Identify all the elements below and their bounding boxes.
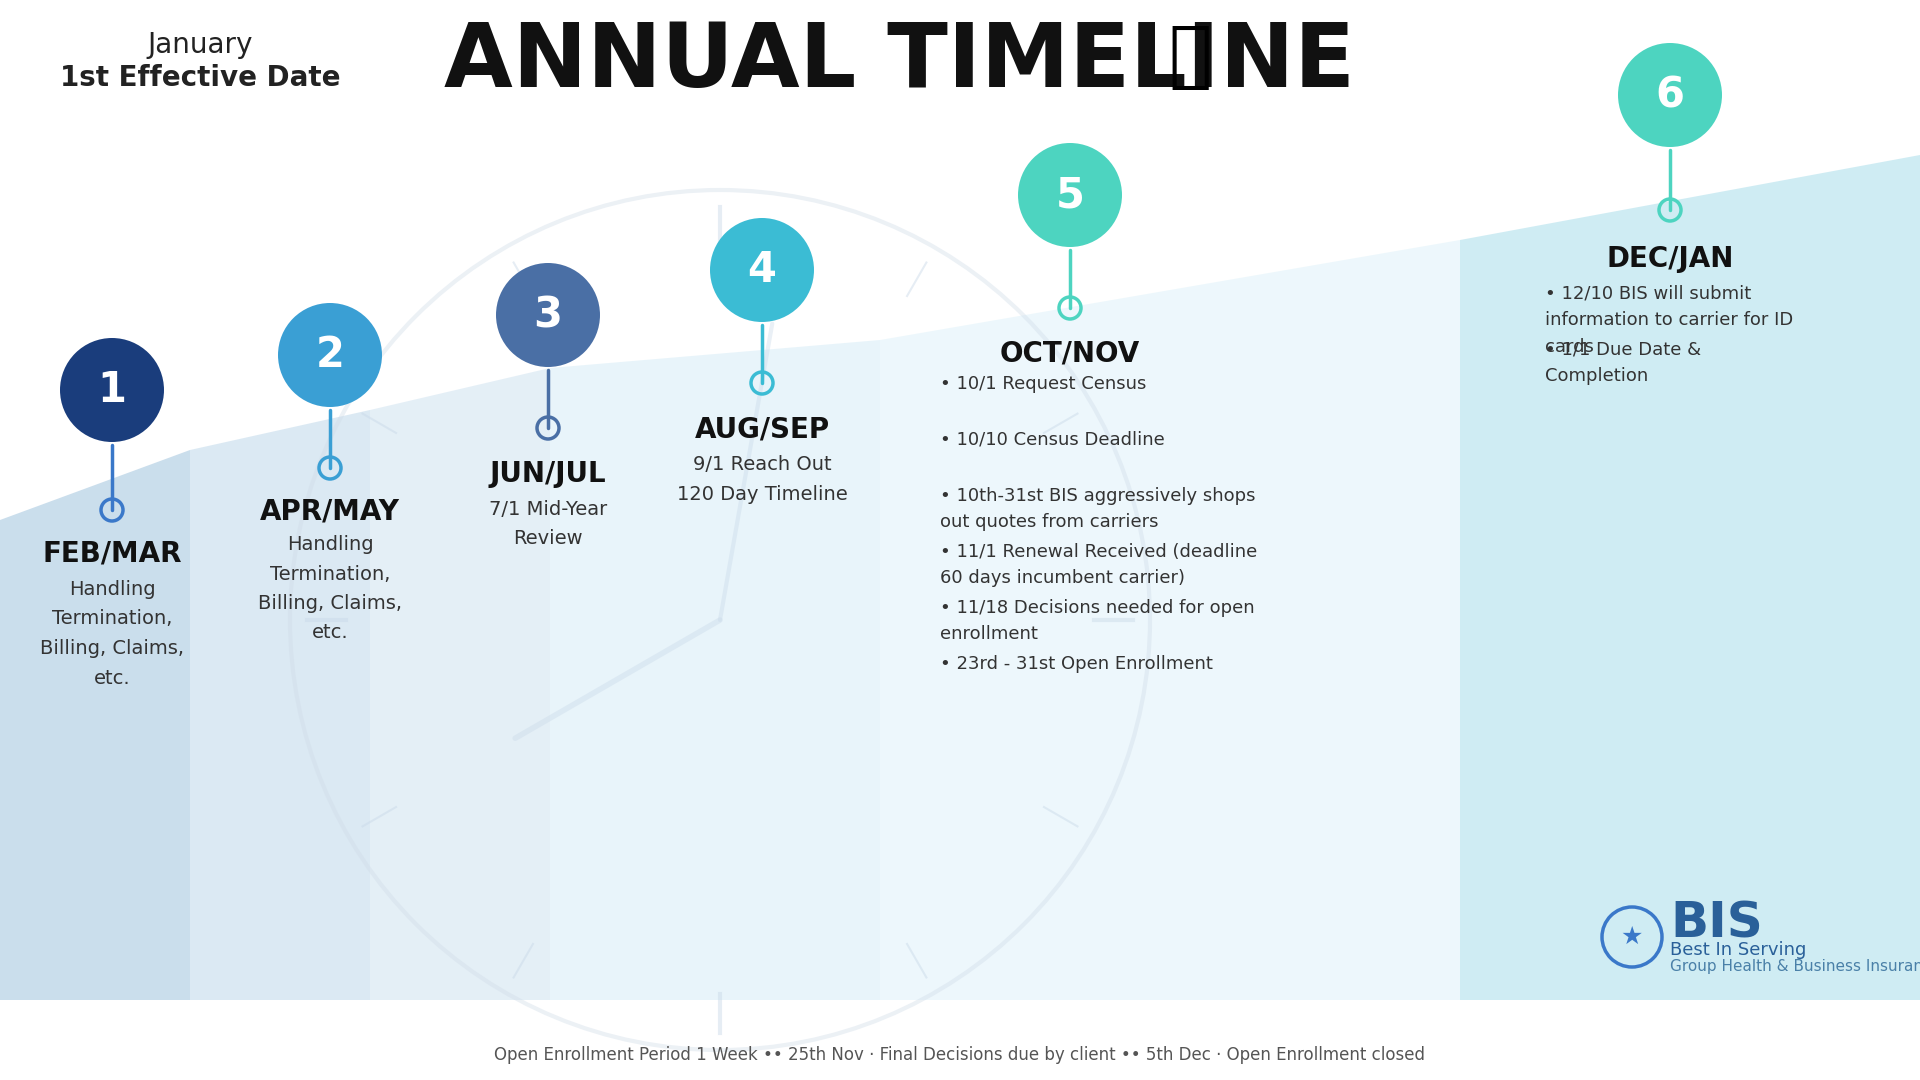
Text: • 10/10 Census Deadline: • 10/10 Census Deadline	[941, 431, 1165, 449]
Text: Handling
Termination,
Billing, Claims,
etc.: Handling Termination, Billing, Claims, e…	[40, 580, 184, 688]
Text: Group Health & Business Insurance: Group Health & Business Insurance	[1670, 959, 1920, 974]
Text: • 10/1 Request Census: • 10/1 Request Census	[941, 375, 1146, 393]
Text: • 12/10 BIS will submit
information to carrier for ID
cards: • 12/10 BIS will submit information to c…	[1546, 285, 1793, 355]
Polygon shape	[879, 240, 1459, 1000]
Text: 1st Effective Date: 1st Effective Date	[60, 64, 340, 92]
Text: ★: ★	[1620, 924, 1644, 949]
Polygon shape	[371, 368, 549, 1000]
Text: 9/1 Reach Out
120 Day Timeline: 9/1 Reach Out 120 Day Timeline	[676, 455, 847, 503]
Text: OCT/NOV: OCT/NOV	[1000, 340, 1140, 368]
Polygon shape	[190, 410, 371, 1000]
Text: APR/MAY: APR/MAY	[259, 498, 399, 526]
Circle shape	[60, 338, 163, 442]
Text: 6: 6	[1655, 75, 1684, 116]
Text: JUN/JUL: JUN/JUL	[490, 460, 607, 488]
Text: 🗓: 🗓	[1167, 24, 1212, 93]
Text: DEC/JAN: DEC/JAN	[1607, 245, 1734, 273]
Text: • 23rd - 31st Open Enrollment: • 23rd - 31st Open Enrollment	[941, 654, 1213, 673]
Text: • 10th-31st BIS aggressively shops
out quotes from carriers: • 10th-31st BIS aggressively shops out q…	[941, 487, 1256, 531]
Polygon shape	[0, 450, 190, 1000]
Text: Handling
Termination,
Billing, Claims,
etc.: Handling Termination, Billing, Claims, e…	[257, 535, 401, 643]
Text: January: January	[148, 31, 253, 59]
Circle shape	[710, 218, 814, 322]
Text: ANNUAL TIMELINE: ANNUAL TIMELINE	[445, 18, 1356, 106]
Circle shape	[1018, 143, 1121, 247]
Text: Open Enrollment Period 1 Week •• 25th Nov · Final Decisions due by client •• 5th: Open Enrollment Period 1 Week •• 25th No…	[495, 1047, 1425, 1064]
Text: Best In Serving: Best In Serving	[1670, 941, 1807, 959]
Text: AUG/SEP: AUG/SEP	[695, 415, 829, 443]
Text: 2: 2	[315, 334, 344, 376]
Text: 1: 1	[98, 369, 127, 411]
Polygon shape	[549, 340, 879, 1000]
Text: • 11/18 Decisions needed for open
enrollment: • 11/18 Decisions needed for open enroll…	[941, 599, 1254, 644]
Circle shape	[1619, 43, 1722, 147]
Text: • 1/1 Due Date &
Completion: • 1/1 Due Date & Completion	[1546, 341, 1701, 386]
Text: BIS: BIS	[1670, 899, 1763, 947]
Text: FEB/MAR: FEB/MAR	[42, 540, 182, 568]
Text: 7/1 Mid-Year
Review: 7/1 Mid-Year Review	[490, 500, 607, 549]
Text: 4: 4	[747, 249, 776, 291]
Text: • 11/1 Renewal Received (deadline
60 days incumbent carrier): • 11/1 Renewal Received (deadline 60 day…	[941, 543, 1258, 588]
Text: 3: 3	[534, 294, 563, 336]
Text: 5: 5	[1056, 174, 1085, 216]
Circle shape	[495, 264, 599, 367]
Circle shape	[278, 303, 382, 407]
Polygon shape	[1459, 156, 1920, 1000]
